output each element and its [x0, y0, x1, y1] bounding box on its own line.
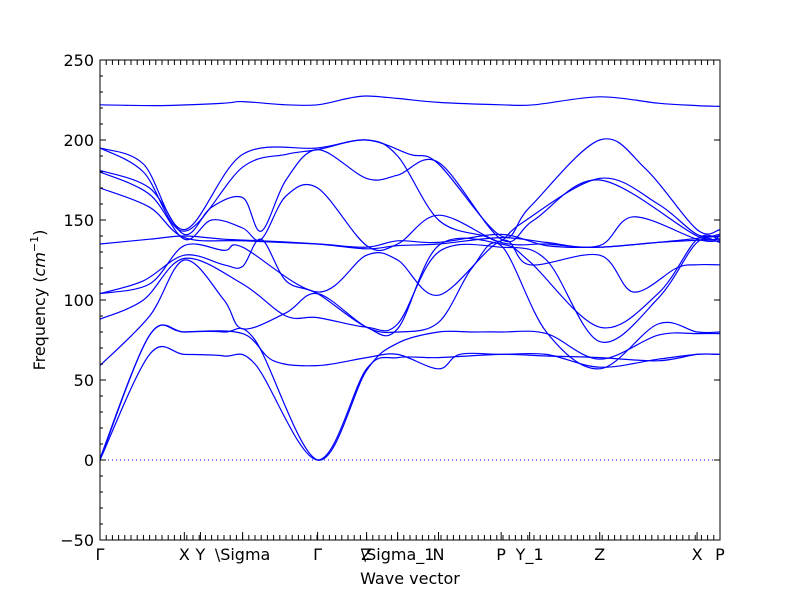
x-tick-label: Z	[361, 545, 372, 564]
x-tick-label: X	[179, 545, 190, 564]
x-tick-label: X	[692, 545, 703, 564]
x-tick-label: \Sigma	[215, 545, 271, 564]
x-tick-label: \Sigma_1	[361, 545, 435, 565]
y-tick-label: 150	[63, 211, 94, 230]
phonon-band-5	[99, 171, 721, 252]
y-axis-label-close: )	[30, 230, 49, 236]
phonon-band-13	[99, 324, 721, 461]
phonon-band-10	[99, 237, 721, 343]
x-tick-label: P	[715, 545, 725, 564]
y-axis-label-exp: −1	[28, 236, 41, 252]
y-tick-label: 250	[63, 51, 94, 70]
y-axis-label-unit: cm	[30, 252, 49, 276]
x-tick-label: N	[433, 545, 445, 564]
x-tick-label: Γ	[313, 545, 322, 564]
phonon-band-8	[99, 239, 721, 296]
y-tick-label: 100	[63, 291, 94, 310]
x-tick-label: Y_1	[515, 545, 544, 565]
y-axis-label: Frequency (cm−1)	[28, 230, 49, 371]
x-tick-label: P	[496, 545, 506, 564]
y-axis-label-text: Frequency (	[30, 276, 49, 370]
y-tick-label: 0	[84, 451, 94, 470]
phonon-band-11	[99, 242, 721, 370]
phonon-band-1	[99, 95, 721, 107]
x-tick-label: Y	[195, 545, 206, 564]
phonon-band-7	[99, 235, 721, 250]
x-axis-ticks: Γ X Y \Sigma Γ Z\Sigma_1N P Y_1 Z X P	[96, 60, 725, 565]
phonon-band-2	[99, 138, 721, 239]
x-tick-label: Γ	[96, 545, 105, 564]
phonon-band-9	[99, 234, 721, 337]
y-tick-label: 200	[63, 131, 94, 150]
phonon-band-14	[99, 345, 721, 461]
y-tick-label: −50	[60, 531, 94, 550]
x-axis-label: Wave vector	[360, 569, 460, 588]
x-tick-label: Z	[594, 545, 605, 564]
plot-area	[99, 95, 721, 461]
phonon-band-4	[99, 148, 721, 243]
y-tick-label: 50	[74, 371, 94, 390]
y-axis-ticks: −50 0 50 100 150 200 250	[60, 51, 720, 550]
